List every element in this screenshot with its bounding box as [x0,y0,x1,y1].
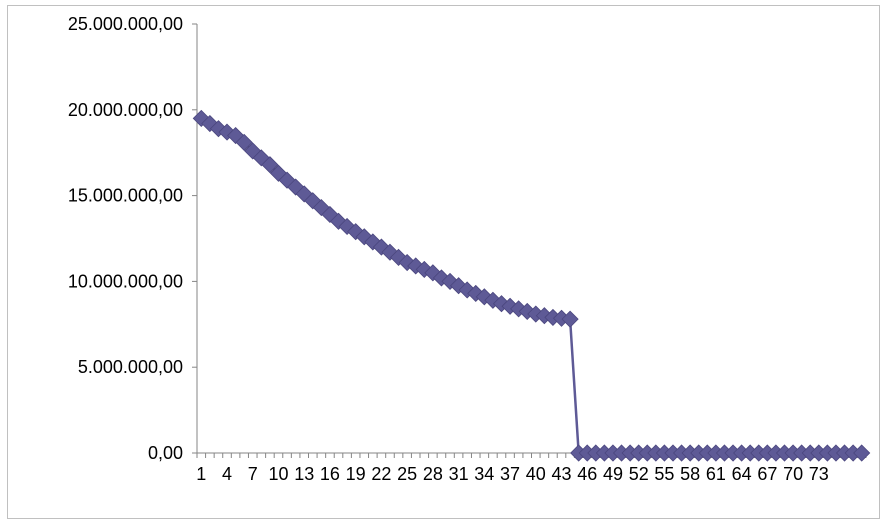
x-tick-label: 55 [654,464,674,484]
data-point [475,288,493,306]
x-tick-label: 7 [248,464,258,484]
series-group [192,109,871,462]
y-tick-label: 5.000.000,00 [78,357,183,377]
x-tick-label: 13 [294,464,314,484]
data-point [389,248,408,266]
y-tick-label: 20.000.000,00 [68,100,183,120]
data-point [407,257,425,275]
data-point [484,291,502,309]
y-axis: 0,00 5.000.000,00 10.000.000,00 15.000.000,… [68,14,198,463]
x-tick-label: 25 [397,464,417,484]
data-point [853,444,871,462]
y-tick-label: 25.000.000,00 [68,14,183,34]
data-point [252,149,270,167]
y-tick-label: 0,00 [148,443,183,463]
x-tick-label: 1 [196,464,206,484]
chart-frame [7,5,880,519]
x-tick-label: 19 [346,464,366,484]
x-tick-label: 37 [500,464,520,484]
y-tick-label: 10.000.000,00 [68,271,183,291]
x-tick-label: 73 [809,464,829,484]
data-point [235,133,253,151]
x-tick-label: 46 [577,464,597,484]
x-tick-label: 4 [222,464,232,484]
x-tick-label: 28 [423,464,443,484]
data-point [364,233,382,251]
x-tick-label: 43 [552,464,572,484]
data-point [295,185,313,203]
data-point [261,156,279,174]
data-point [269,164,288,182]
data-point [372,238,390,256]
x-tick-label: 31 [449,464,469,484]
data-point [287,178,305,196]
x-tick-label: 10 [268,464,288,484]
data-point [561,310,579,328]
x-tick-label: 34 [474,464,494,484]
x-tick-label: 49 [603,464,623,484]
y-tick-label: 15.000.000,00 [68,186,183,206]
x-tick-label: 52 [629,464,649,484]
x-tick-label: 22 [371,464,391,484]
data-point [278,171,296,189]
x-tick-label: 58 [680,464,700,484]
data-point [398,253,416,272]
series-line [200,117,862,455]
x-tick-label: 40 [526,464,546,484]
x-tick-label: 16 [320,464,340,484]
x-tick-label: 64 [732,464,752,484]
data-point [381,243,399,261]
x-tick-label: 67 [757,464,777,484]
x-axis: 1 4 7 10 13 16 19 22 25 28 31 34 37 40 43 46 49 52 55 58 61 6… [196,452,867,484]
x-tick-label: 61 [706,464,726,484]
x-tick-label: 70 [783,464,803,484]
